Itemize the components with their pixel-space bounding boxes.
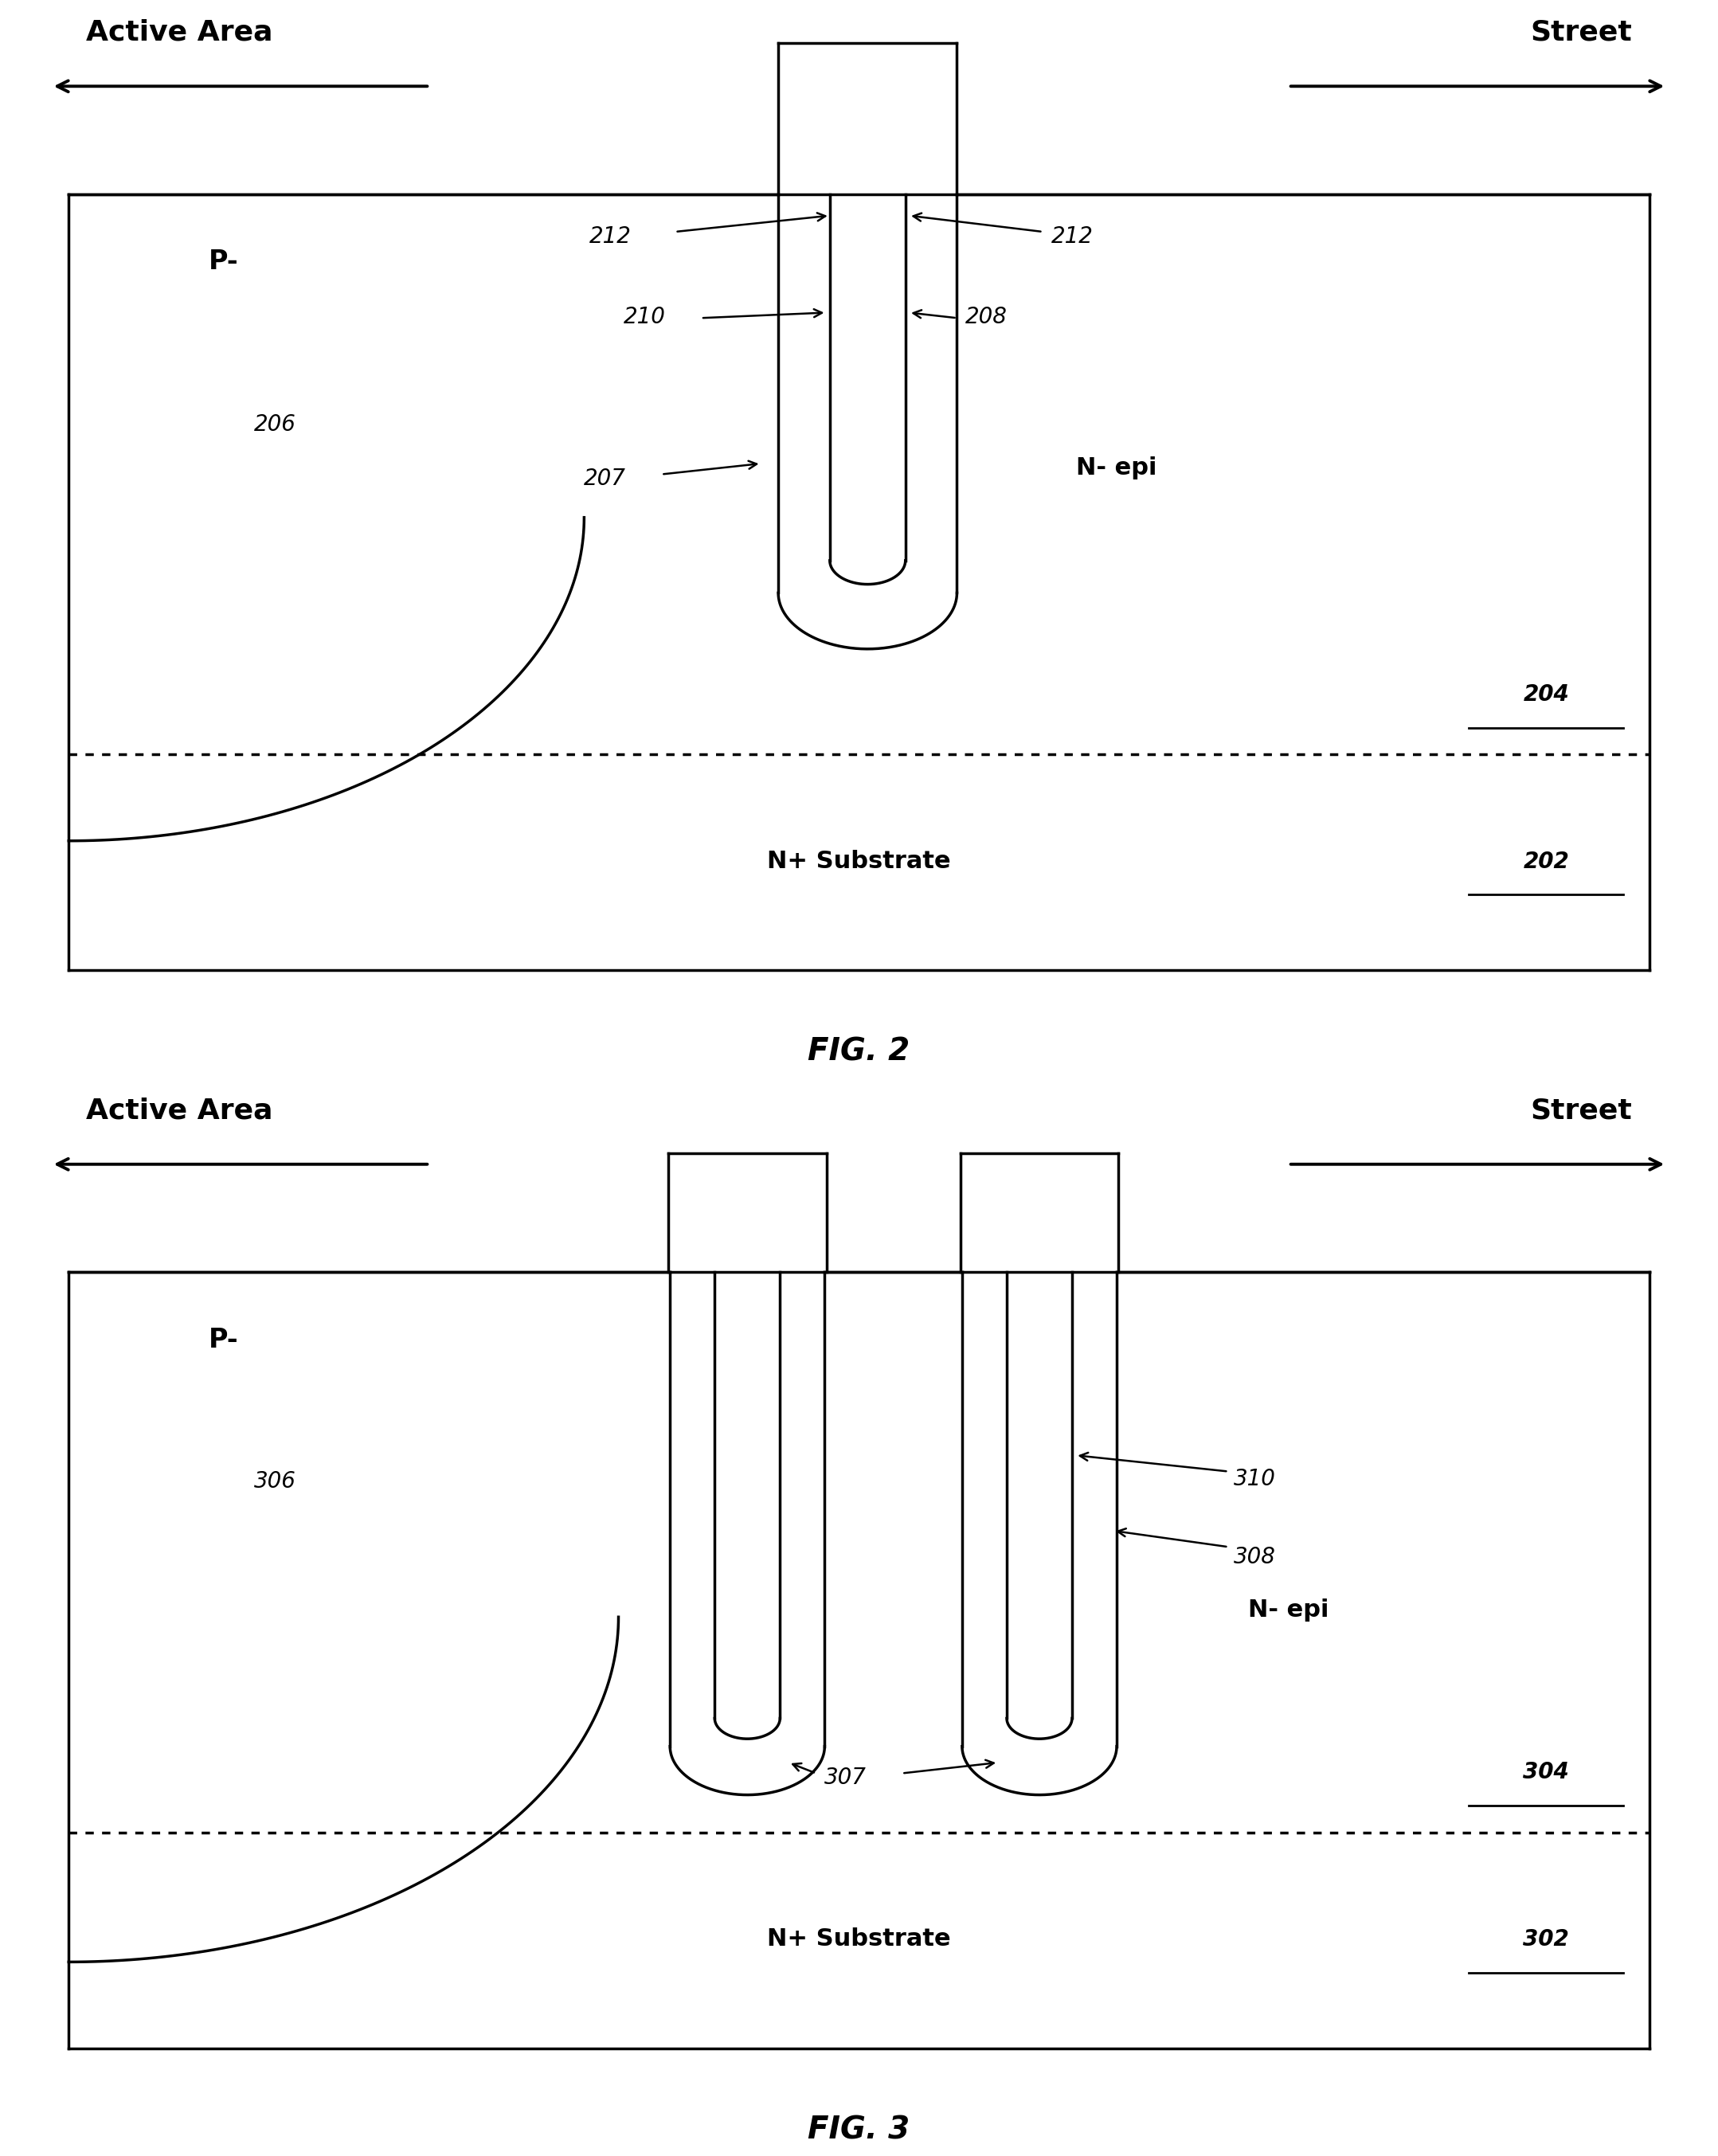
Text: 212: 212	[1051, 224, 1094, 248]
Text: 204: 204	[1524, 683, 1569, 705]
Text: Street: Street	[1531, 1097, 1632, 1123]
Text: 310: 310	[1234, 1468, 1276, 1490]
Text: N+ Substrate: N+ Substrate	[768, 849, 950, 873]
Text: N- epi: N- epi	[1075, 457, 1158, 479]
Text: 206: 206	[254, 414, 295, 436]
Text: 304: 304	[1524, 1761, 1569, 1783]
Text: 207: 207	[584, 468, 627, 489]
Text: N+ Substrate: N+ Substrate	[768, 1927, 950, 1951]
Text: N- epi: N- epi	[1247, 1600, 1330, 1621]
Text: 308: 308	[1234, 1546, 1276, 1567]
Text: Active Area: Active Area	[86, 19, 273, 45]
Text: FIG. 2: FIG. 2	[807, 1037, 911, 1067]
Text: 302: 302	[1524, 1927, 1569, 1951]
Text: 306: 306	[254, 1470, 295, 1492]
Text: 202: 202	[1524, 849, 1569, 873]
Text: 212: 212	[589, 224, 632, 248]
Text: P-: P-	[208, 1326, 239, 1354]
Text: 307: 307	[825, 1766, 868, 1789]
Text: 208: 208	[966, 306, 1008, 328]
Text: P-: P-	[208, 248, 239, 276]
Text: Active Area: Active Area	[86, 1097, 273, 1123]
Text: FIG. 3: FIG. 3	[807, 2115, 911, 2145]
Text: 210: 210	[624, 306, 667, 328]
Text: Street: Street	[1531, 19, 1632, 45]
